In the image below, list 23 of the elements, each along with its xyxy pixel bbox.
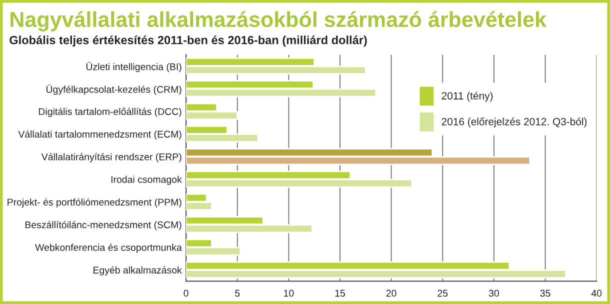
y-tick-label: Ügyfélkapcsolat-kezelés (CRM) [46, 84, 182, 95]
y-tick-label: Vállalatirányítási rendszer (ERP) [41, 153, 182, 162]
y-tick-label: Projekt- és portfóliómenedzsment (PPM) [8, 198, 182, 208]
y-tick-label: Beszállítóilánc-menedzsment (SCM) [25, 221, 182, 230]
x-tick-label: 35 [540, 290, 550, 297]
y-tick-label: Irodai csomagok [111, 176, 182, 185]
x-tick-label: 15 [335, 290, 345, 297]
legend-label: 2011 (tény) [442, 92, 493, 102]
y-tick-label: Digitális tartalom-előállítás (DCC) [38, 108, 182, 117]
chart-subtitle: Globális teljes értékesítés 2011-ben és 2016-ban (milliárd dollár) [10, 35, 367, 47]
x-tick-label: 20 [386, 290, 396, 297]
x-tick-label: 10 [284, 290, 294, 297]
y-tick-label: Vállalati tartalommenedzsment (ECM) [18, 130, 182, 140]
x-tick-label: 0 [184, 290, 188, 297]
legend-label: 2016 (előrejelzés 2012. Q3-ból) [442, 118, 587, 128]
x-tick-label: 25 [438, 290, 448, 297]
x-tick-label: 40 [591, 290, 602, 297]
x-tick-label: 30 [488, 290, 499, 297]
x-tick-label: 5 [235, 290, 240, 297]
y-tick-label: Webkonferencia és csoportmunka [35, 244, 182, 253]
chart-title: Nagyvállalati alkalmazásokból származó árbevételek [10, 11, 546, 32]
y-tick-label: Egyéb alkalmazások [94, 266, 182, 276]
y-tick-label: Üzleti intelligencia (BI) [86, 62, 182, 72]
